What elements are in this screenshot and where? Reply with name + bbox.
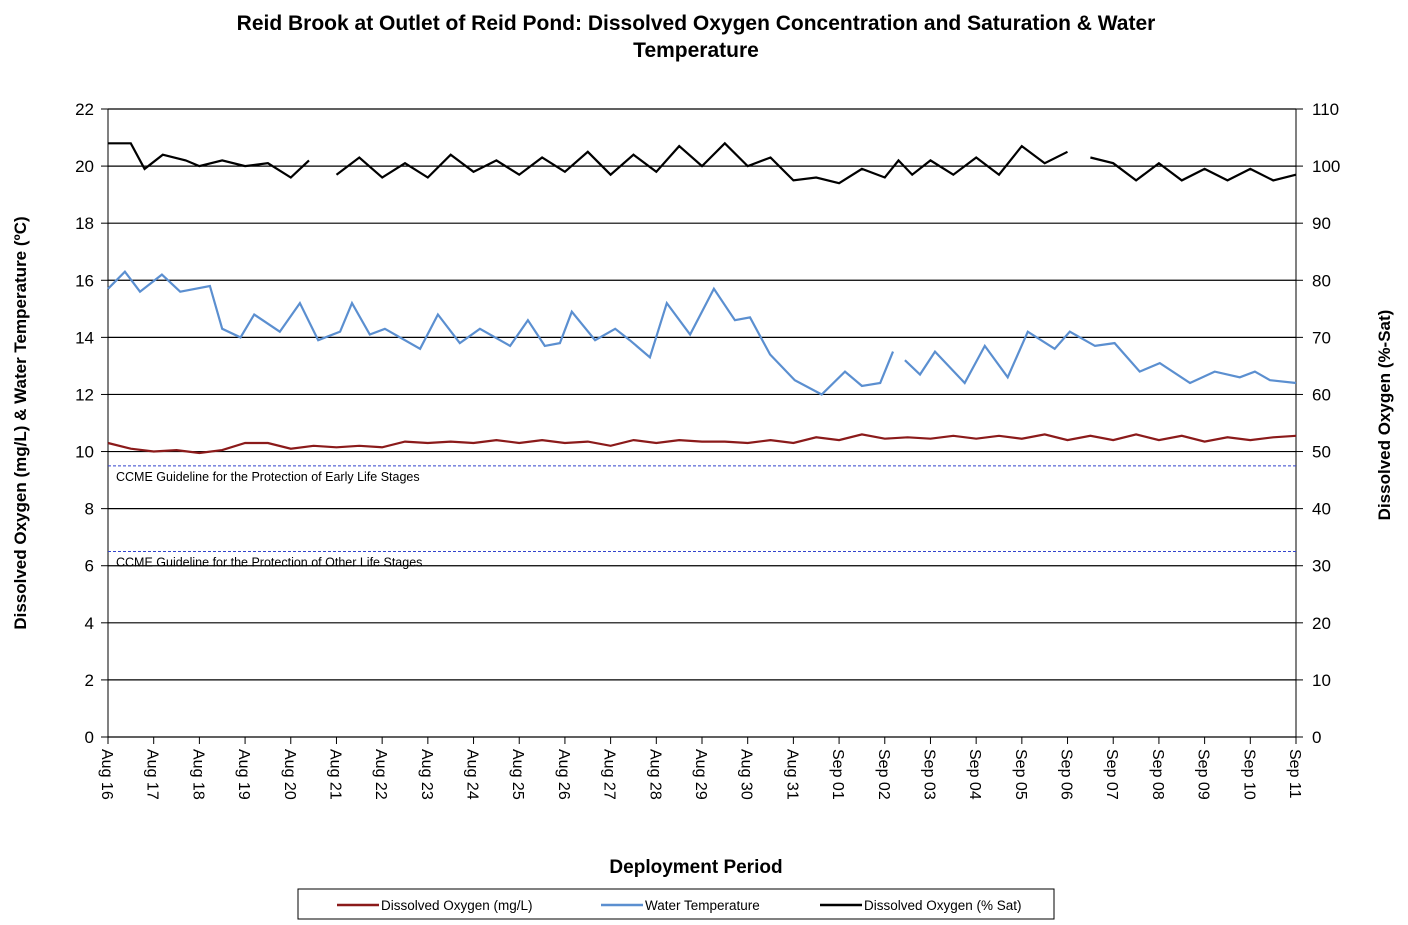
x-tick-label: Sep 11 [1286,749,1303,799]
y-tick-label: 8 [85,500,94,519]
x-tick-label: Sep 06 [1058,749,1075,800]
y2-tick-label: 40 [1312,500,1331,519]
y2-tick-label: 20 [1312,614,1331,633]
guideline-label: CCME Guideline for the Protection of Ear… [116,470,420,484]
y2-tick-label: 60 [1312,385,1331,404]
y2-tick-label: 110 [1312,100,1339,119]
x-tick-label: Aug 27 [601,749,618,800]
y-tick-label: 0 [85,728,94,747]
x-tick-label: Aug 20 [281,749,298,800]
x-tick-label: Sep 09 [1195,749,1212,800]
chart-title: Reid Brook at Outlet of Reid Pond: Disso… [237,12,1156,62]
x-tick-label: Sep 04 [966,749,983,800]
x-tick-label: Sep 08 [1149,749,1166,800]
y-tick-label: 6 [85,557,94,576]
x-tick-label: Aug 16 [98,749,115,800]
x-tick-label: Aug 17 [144,749,161,800]
x-tick-label: Aug 28 [646,749,663,800]
x-tick-label: Sep 03 [920,749,937,800]
x-tick-label: Sep 07 [1103,749,1120,800]
x-tick-label: Aug 22 [372,749,389,800]
y-tick-label: 16 [75,271,94,290]
x-tick-label: Aug 19 [235,749,252,800]
x-tick-label: Aug 23 [418,749,435,800]
y2-tick-label: 90 [1312,214,1331,233]
x-tick-label: Sep 02 [875,749,892,800]
y-tick-label: 12 [75,385,94,404]
legend-label: Dissolved Oxygen (mg/L) [381,898,533,913]
guideline-label: CCME Guideline for the Protection of Oth… [116,555,422,569]
legend-box [297,888,1055,920]
data-line [107,433,1297,455]
y-tick-label: 18 [75,214,94,233]
data-line [107,270,1297,396]
y2-tick-label: 70 [1312,328,1331,347]
x-tick-label: Aug 26 [555,749,572,800]
y2-tick-label: 0 [1312,728,1321,747]
y-tick-label: 14 [75,328,94,347]
y-tick-label: 4 [85,614,94,633]
x-tick-label: Aug 18 [189,749,206,800]
legend-label: Water Temperature [645,898,760,913]
y-tick-label: 20 [75,157,94,176]
y2-axis-label: Dissolved Oxygen (%-Sat) [1375,310,1394,521]
x-tick-label: Aug 29 [692,749,709,800]
y2-tick-label: 30 [1312,557,1331,576]
y-tick-label: 22 [75,100,94,119]
x-tick-label: Sep 05 [1012,749,1029,800]
y2-tick-label: 50 [1312,443,1331,462]
y2-tick-label: 80 [1312,271,1331,290]
x-axis-label: Deployment Period [609,857,782,878]
x-tick-label: Aug 31 [783,749,800,800]
x-tick-label: Aug 21 [326,749,343,800]
x-tick-label: Aug 30 [738,749,755,800]
y-axis-label: Dissolved Oxygen (mg/L) & Water Temperat… [11,216,30,629]
x-tick-label: Aug 24 [464,749,481,800]
x-tick-label: Aug 25 [509,749,526,800]
y-tick-label: 10 [75,443,94,462]
x-tick-label: Sep 01 [829,749,846,800]
y2-tick-label: 100 [1312,157,1340,176]
data-line [108,141,1297,185]
x-tick-label: Sep 10 [1240,749,1257,800]
y-tick-label: 2 [85,671,94,690]
y2-tick-label: 10 [1312,671,1331,690]
legend-label: Dissolved Oxygen (% Sat) [864,898,1022,913]
